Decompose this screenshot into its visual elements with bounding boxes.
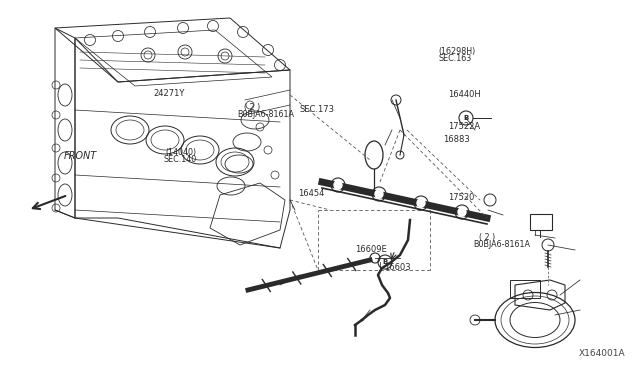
Bar xyxy=(530,214,552,230)
Text: SEC.173: SEC.173 xyxy=(300,105,335,114)
Circle shape xyxy=(334,181,342,189)
Text: SEC.140: SEC.140 xyxy=(163,155,196,164)
Text: ( 2 ): ( 2 ) xyxy=(244,103,260,112)
Text: 24271Y: 24271Y xyxy=(154,89,185,97)
Text: 17522A: 17522A xyxy=(448,122,480,131)
Circle shape xyxy=(458,208,466,216)
Text: (16298H): (16298H) xyxy=(438,47,476,56)
Text: X164001A: X164001A xyxy=(579,349,625,358)
Text: 16440H: 16440H xyxy=(448,90,481,99)
Text: B0BJA6-8161A: B0BJA6-8161A xyxy=(237,110,294,119)
Text: 17520: 17520 xyxy=(448,193,474,202)
Bar xyxy=(510,280,540,298)
Circle shape xyxy=(375,190,383,198)
Text: B: B xyxy=(382,259,388,265)
Text: 16609E: 16609E xyxy=(355,245,387,254)
Text: B0BJA6-8161A: B0BJA6-8161A xyxy=(474,240,531,249)
Text: 16883: 16883 xyxy=(444,135,470,144)
Text: B: B xyxy=(463,115,468,121)
Text: (14040): (14040) xyxy=(165,148,196,157)
Text: 16603: 16603 xyxy=(384,263,411,272)
Text: ( 2 ): ( 2 ) xyxy=(479,233,495,242)
Text: SEC.163: SEC.163 xyxy=(438,54,472,63)
Circle shape xyxy=(417,199,425,207)
Text: 16454: 16454 xyxy=(298,189,324,198)
Text: FRONT: FRONT xyxy=(64,151,97,161)
